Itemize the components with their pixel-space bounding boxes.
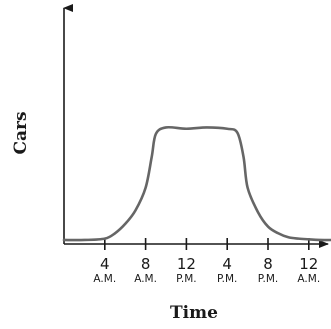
x-tick-sublabel: A.M. [297,273,320,285]
x-tick-sublabel: P.M. [217,273,237,285]
x-tick-sublabel: A.M. [134,273,157,285]
x-axis-label: Time [170,303,218,323]
x-tick-label: 8 [263,255,273,273]
x-tick-label: 12 [177,255,196,273]
x-tick-sublabel: A.M. [93,273,116,285]
x-tick-sublabel: P.M. [176,273,196,285]
x-ticks: 4A.M.8A.M.12P.M.4P.M.8P.M.12A.M. [93,238,320,285]
x-tick-label: 4 [222,255,232,273]
traffic-curve [62,125,331,242]
x-tick-sublabel: P.M. [258,273,278,285]
x-tick-label: 8 [141,255,151,273]
y-axis-label: Cars [11,111,31,154]
x-tick-label: 12 [299,255,318,273]
x-tick-label: 4 [100,255,110,273]
